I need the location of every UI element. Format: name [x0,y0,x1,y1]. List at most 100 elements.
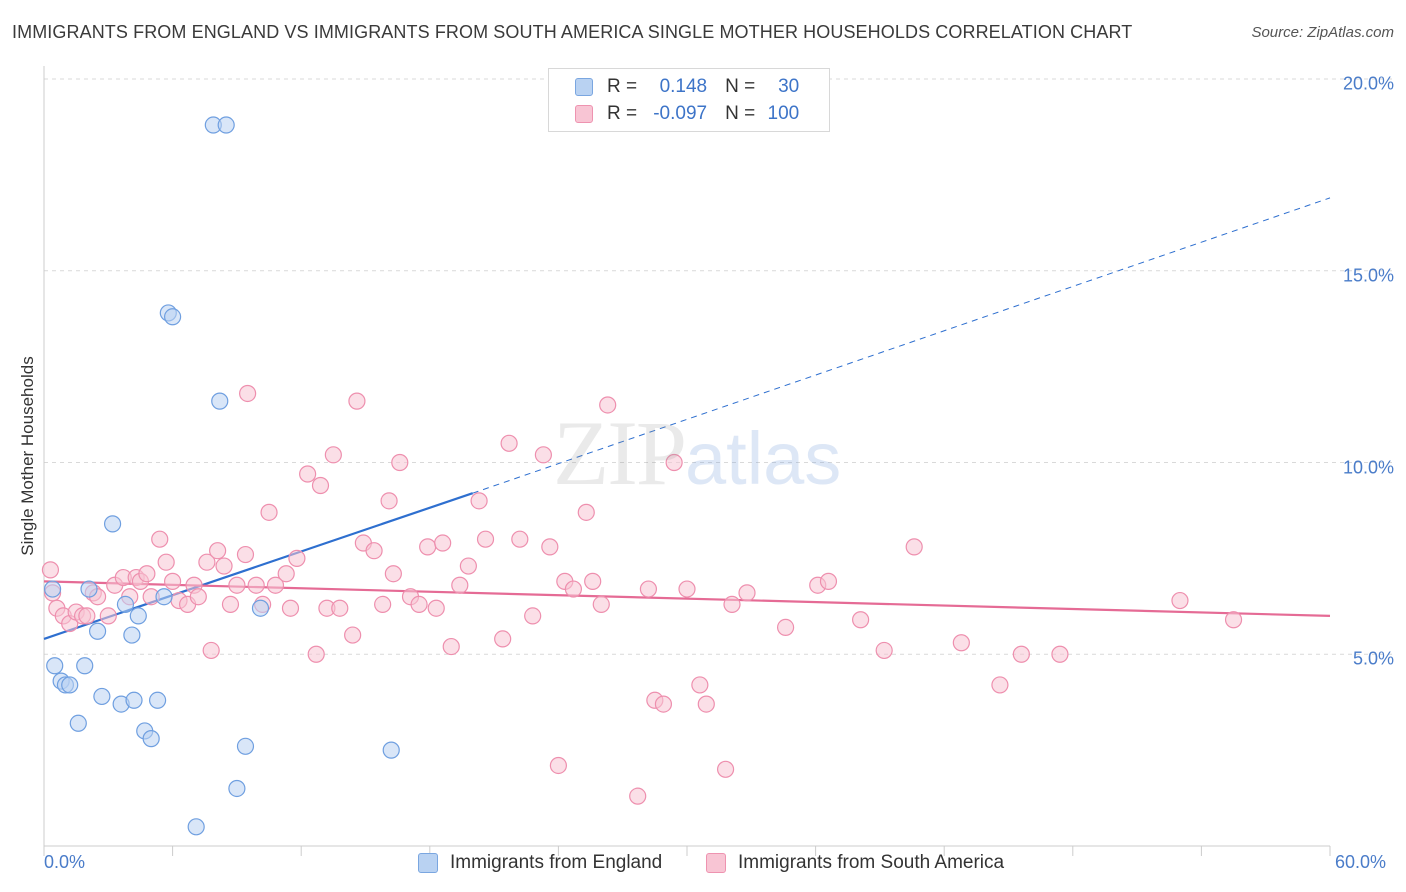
r-label: R = [607,103,638,124]
south-america-point [541,538,559,556]
south-america-point [391,453,409,472]
y-tick-label: 10.0% [1342,457,1394,477]
south-america-point [281,599,300,617]
legend-item-south-america: Immigrants from South America [706,852,1004,874]
y-tick-label: 20.0% [1342,73,1394,94]
south-america-point [500,434,518,452]
chart-title: IMMIGRANTS FROM ENGLAND VS IMMIGRANTS FR… [12,22,1133,42]
south-america-point [678,580,696,598]
south-america-point [1171,591,1189,610]
south-america-point [380,492,398,510]
england-point [88,622,107,640]
y-tick-label: 5.0% [1352,648,1394,669]
england-point [164,308,182,326]
england-point [116,595,135,613]
south-america-point [534,446,552,464]
r-label: R = [607,76,638,97]
england-point [69,714,87,732]
england-point [217,116,235,134]
south-america-point [157,553,175,571]
south-america-point [592,595,610,613]
south-america-point [151,530,169,548]
south-america-point [442,637,460,656]
england-r-value: 0.148 [659,76,708,97]
south-america-point [991,676,1009,694]
legend-item-england: Immigrants from England [418,852,662,874]
england-point [93,687,111,706]
england-point [80,580,98,598]
south-america-point [198,553,216,571]
south-america-point [434,534,452,552]
south-america-point [1051,645,1069,663]
south-america-point [344,626,362,644]
england-point [125,691,143,709]
south-america-legend-swatch [706,853,726,873]
south-america-n-value: 100 [767,103,800,124]
england-point [187,818,205,836]
south-america-point [654,695,673,713]
england-point [43,580,62,598]
south-america-point [307,645,325,663]
england-point [211,392,229,410]
south-america-point [494,630,512,648]
south-america-point [852,611,870,629]
england-swatch [575,78,593,96]
south-america-point [324,446,342,464]
south-america-point [78,607,96,625]
south-america-point [138,565,156,583]
south-america-point [629,787,647,805]
grid-lines [44,78,1394,655]
south-america-point [639,580,658,598]
england-point [142,730,160,748]
england-n-value: 30 [778,76,800,97]
watermark: ZIPatlas [553,402,842,504]
x-tick-label-min: 0.0% [44,852,86,872]
south-america-point [511,530,529,548]
england-point [236,737,255,755]
south-america-point [331,599,349,617]
south-america-r-value: -0.097 [653,103,708,124]
n-label: N = [725,103,756,124]
south-america-point [723,595,741,613]
south-america-point [584,572,602,590]
south-america-point [905,538,923,556]
south-america-point [348,392,366,410]
england-point [76,657,94,675]
data-points [41,116,1243,836]
south-america-point [236,545,255,564]
south-america-point [239,384,257,403]
south-america-point [549,756,568,775]
south-america-point [419,538,437,556]
south-america-point [209,542,227,560]
england-legend-swatch [418,853,438,873]
south-america-point [524,607,542,625]
england-point [123,626,141,644]
south-america-point [299,465,317,483]
south-america-point [410,595,428,613]
south-america-point [451,576,469,594]
south-america-point [288,549,306,567]
england-point [103,515,122,533]
england-legend-label: Immigrants from England [450,852,663,873]
south-america-point [459,557,477,575]
south-america-point [665,453,683,472]
south-america-point [427,599,445,617]
south-america-point [697,695,715,713]
south-america-point [738,584,756,602]
south-america-point [365,542,383,560]
south-america-point [1224,611,1243,629]
south-america-point [577,503,595,521]
south-america-point [215,557,233,575]
south-america-point [952,634,970,652]
south-america-point [99,607,117,625]
south-america-point [228,576,246,594]
england-point [382,741,400,759]
england-trend-extension [472,197,1331,494]
south-america-point [41,561,60,579]
south-america-swatch [575,105,593,123]
england-point [228,779,246,798]
south-america-point [384,565,402,583]
south-america-point [599,396,617,414]
england-point [251,599,270,617]
south-america-point [247,576,265,594]
